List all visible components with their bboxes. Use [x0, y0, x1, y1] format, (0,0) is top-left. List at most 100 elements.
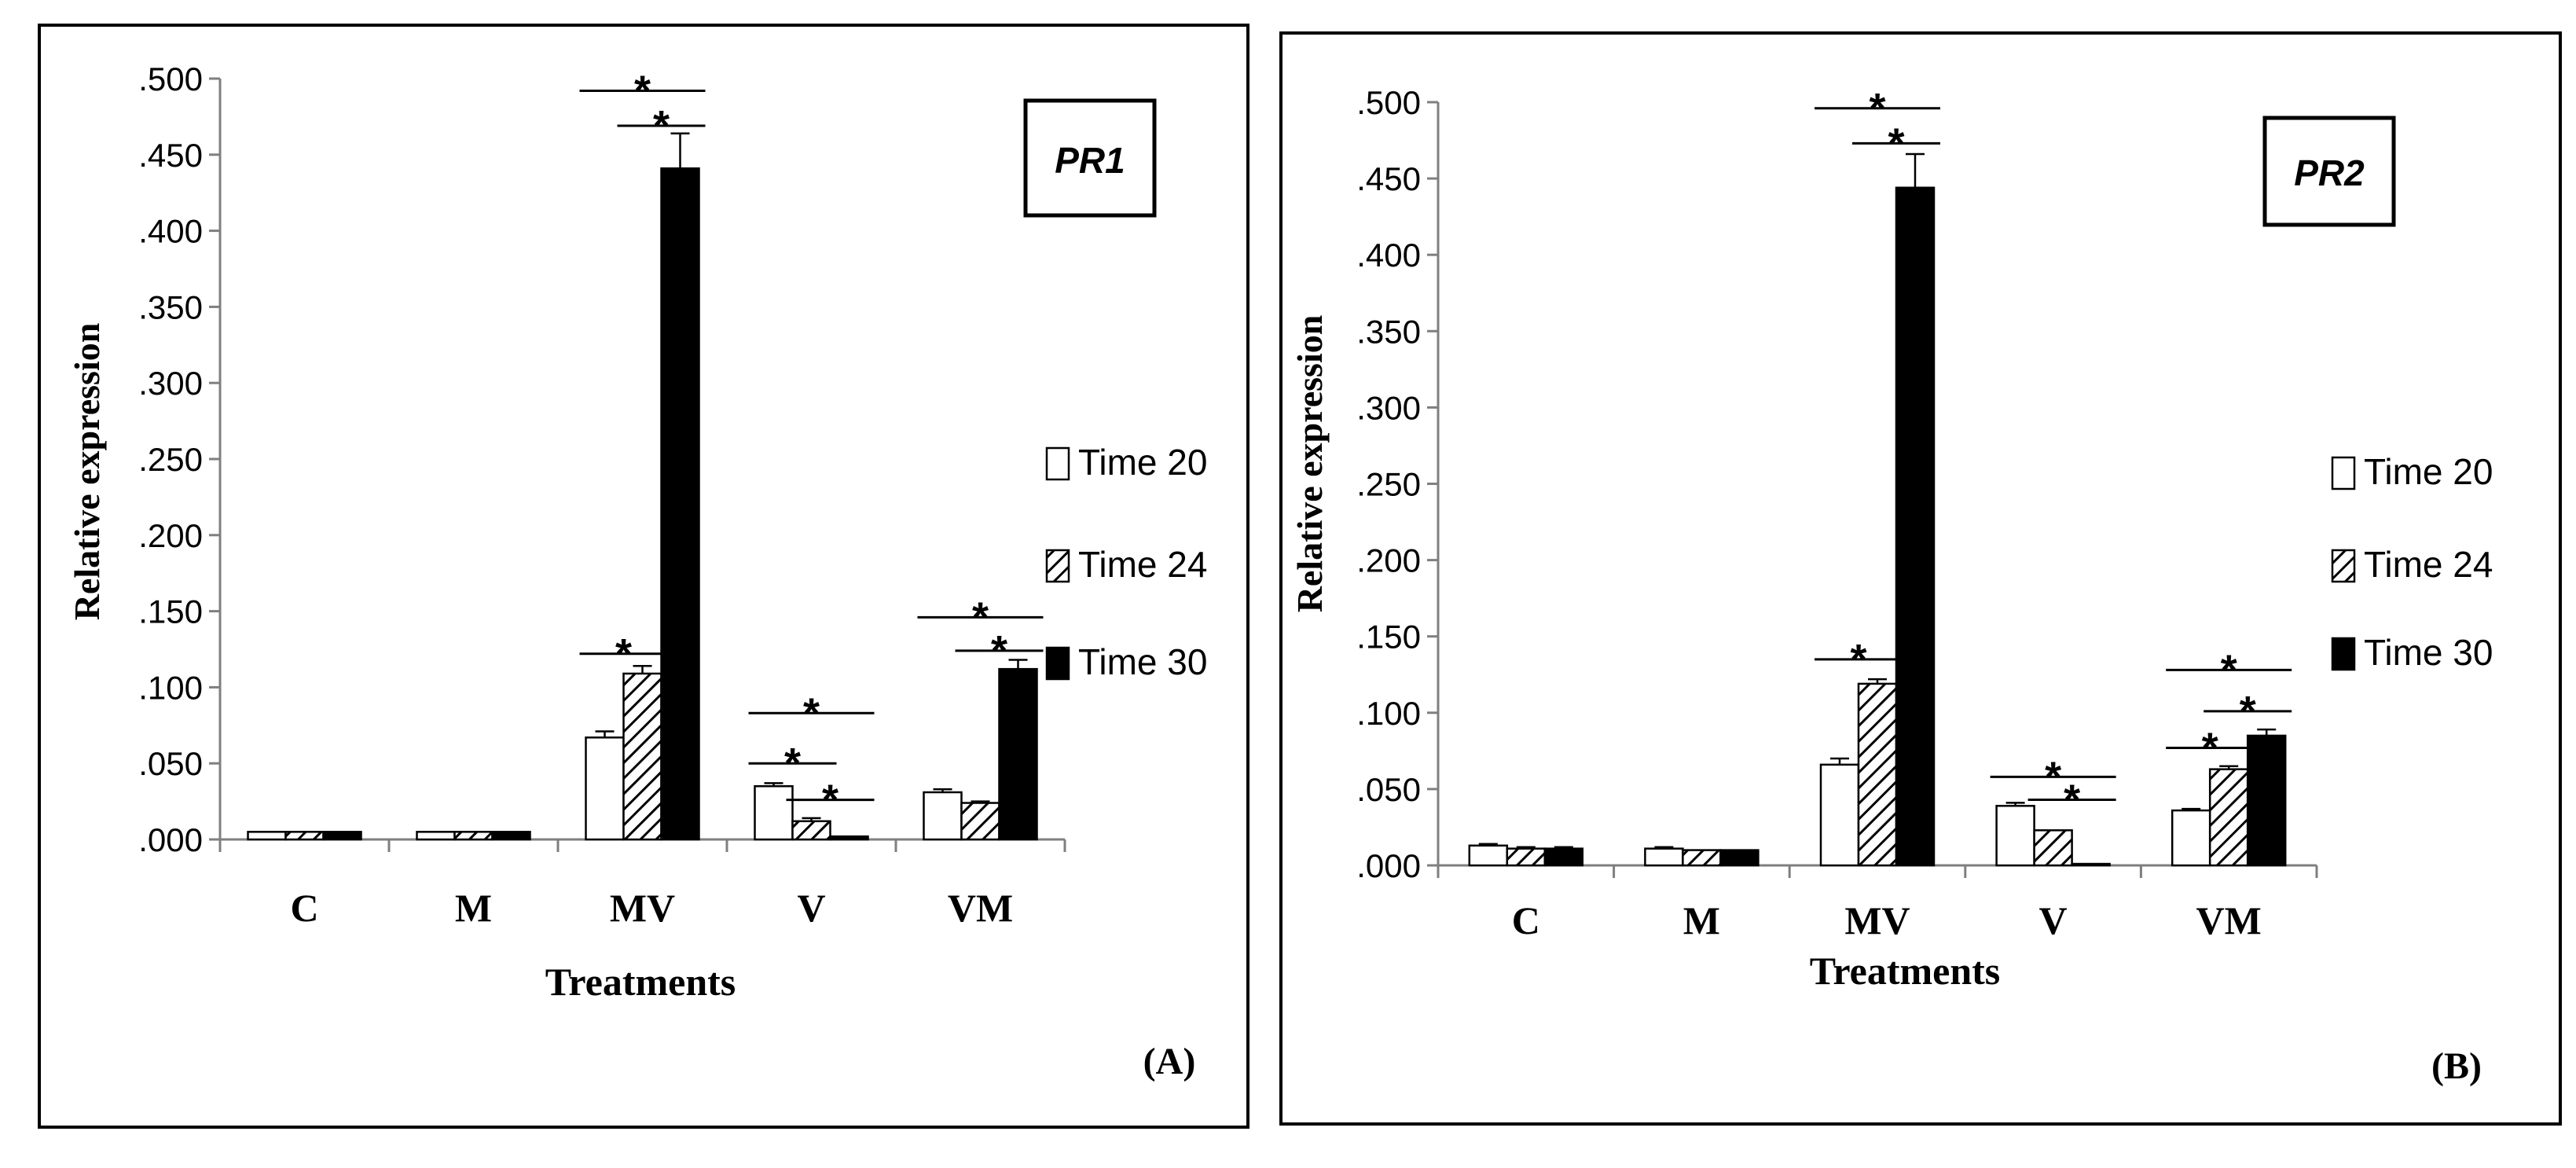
significance-star: * — [2240, 688, 2256, 735]
legend-swatch — [1045, 646, 1070, 681]
bar — [960, 802, 1000, 841]
bar — [1895, 186, 1936, 867]
category-label: MV — [610, 886, 675, 930]
panel-b-xlabel: Treatments — [1810, 949, 2001, 993]
significance-star: * — [615, 630, 632, 678]
significance-star: * — [2045, 753, 2061, 800]
y-tick-label: .050 — [1356, 771, 1421, 808]
y-tick-label: .200 — [1356, 542, 1421, 579]
significance-star: * — [2064, 776, 2080, 823]
significance-star: * — [1850, 636, 1866, 683]
category-label: V — [797, 886, 825, 930]
bar — [491, 831, 531, 841]
legend-swatch — [2331, 549, 2356, 583]
bar — [791, 820, 831, 841]
bar — [1719, 849, 1760, 867]
bar — [2208, 768, 2249, 867]
significance-star: * — [1888, 119, 1904, 167]
y-tick-label: .250 — [1356, 466, 1421, 503]
y-tick-label: .450 — [138, 137, 203, 174]
bar — [754, 784, 794, 841]
bar — [622, 672, 662, 841]
bar — [284, 831, 325, 841]
category-label: C — [1512, 898, 1540, 942]
significance-star: * — [991, 627, 1007, 674]
legend-swatch — [1045, 446, 1070, 481]
significance-star: * — [634, 67, 651, 114]
bar — [998, 667, 1038, 841]
significance-star: * — [803, 689, 820, 736]
bar — [2033, 829, 2073, 867]
category-label: M — [455, 886, 492, 930]
legend-swatch — [1045, 549, 1070, 583]
bar — [1468, 844, 1509, 867]
y-tick-label: .350 — [1356, 313, 1421, 350]
y-tick-label: .300 — [1356, 389, 1421, 426]
y-tick-label: .300 — [138, 365, 203, 402]
panel-b-ylabel: Relative expression — [1290, 315, 1330, 613]
panel-b-plot: .000 .050 .100 .150 .200 .250 .300 .350 .400 .450… — [1356, 84, 2493, 942]
bar — [247, 831, 287, 841]
y-tick-label: .150 — [1356, 619, 1421, 656]
bar — [923, 791, 963, 841]
panel-a-xlabel: Treatments — [545, 960, 736, 1004]
legend-swatch — [2331, 456, 2356, 490]
bar — [416, 831, 456, 841]
legend-entry: Time 20 — [1078, 442, 1207, 483]
panel-a-label: (A) — [1143, 1041, 1196, 1082]
significance-star: * — [653, 102, 670, 149]
y-tick-label: .000 — [1356, 847, 1421, 884]
legend-entry: Time 24 — [1078, 544, 1207, 585]
y-tick-label: .150 — [138, 593, 203, 630]
category-label: VM — [948, 886, 1013, 930]
bar — [829, 835, 869, 841]
bar — [585, 736, 625, 841]
panel-b-frame — [1279, 31, 2562, 1126]
panel-a-gene-box — [1023, 98, 1157, 218]
panel-b-gene-label: PR2 — [2294, 152, 2365, 193]
significance-star: * — [822, 777, 838, 824]
panel-a-plot: .000 .050 .100 .150 .200 .250 .300 .350 .400 .450… — [138, 61, 1207, 930]
category-label: MV — [1844, 898, 1910, 942]
panel-b-label: (B) — [2431, 1045, 2482, 1087]
category-label: M — [1683, 898, 1720, 942]
y-tick-label: .050 — [138, 745, 203, 782]
bar — [1644, 847, 1684, 867]
legend-entry: Time 30 — [2364, 632, 2493, 673]
panel-a-frame — [38, 24, 1249, 1129]
bar — [1995, 805, 2035, 867]
bar — [1682, 849, 1722, 867]
bar — [322, 831, 362, 841]
y-tick-label: .400 — [138, 213, 203, 250]
legend-swatch — [2331, 637, 2356, 671]
significance-star: * — [972, 593, 989, 641]
category-label: VM — [2196, 898, 2262, 942]
bar — [453, 831, 494, 841]
y-tick-label: .200 — [138, 517, 203, 554]
legend-entry: Time 30 — [1078, 641, 1207, 682]
category-label: C — [290, 886, 318, 930]
legend-entry: Time 24 — [2364, 544, 2493, 585]
bar — [1543, 847, 1584, 867]
y-tick-label: .250 — [138, 441, 203, 478]
legend-entry: Time 20 — [2364, 451, 2493, 492]
y-tick-label: .500 — [138, 61, 203, 97]
y-tick-label: .400 — [1356, 237, 1421, 274]
significance-star: * — [2221, 646, 2237, 693]
y-tick-label: .450 — [1356, 160, 1421, 197]
y-tick-label: .100 — [1356, 695, 1421, 732]
y-tick-label: .500 — [1356, 84, 1421, 121]
bar — [2171, 809, 2211, 867]
panel-b-gene-box — [2262, 116, 2396, 227]
bar — [1819, 763, 1860, 867]
y-tick-label: .350 — [138, 288, 203, 325]
bar — [1857, 682, 1898, 867]
bar — [2246, 734, 2287, 867]
panel-a-gene-label: PR1 — [1055, 140, 1125, 181]
significance-star: * — [784, 740, 801, 787]
bar — [2071, 862, 2111, 867]
bar — [660, 167, 700, 841]
panel-a-ylabel: Relative expression — [67, 323, 107, 621]
bar — [1506, 847, 1547, 867]
